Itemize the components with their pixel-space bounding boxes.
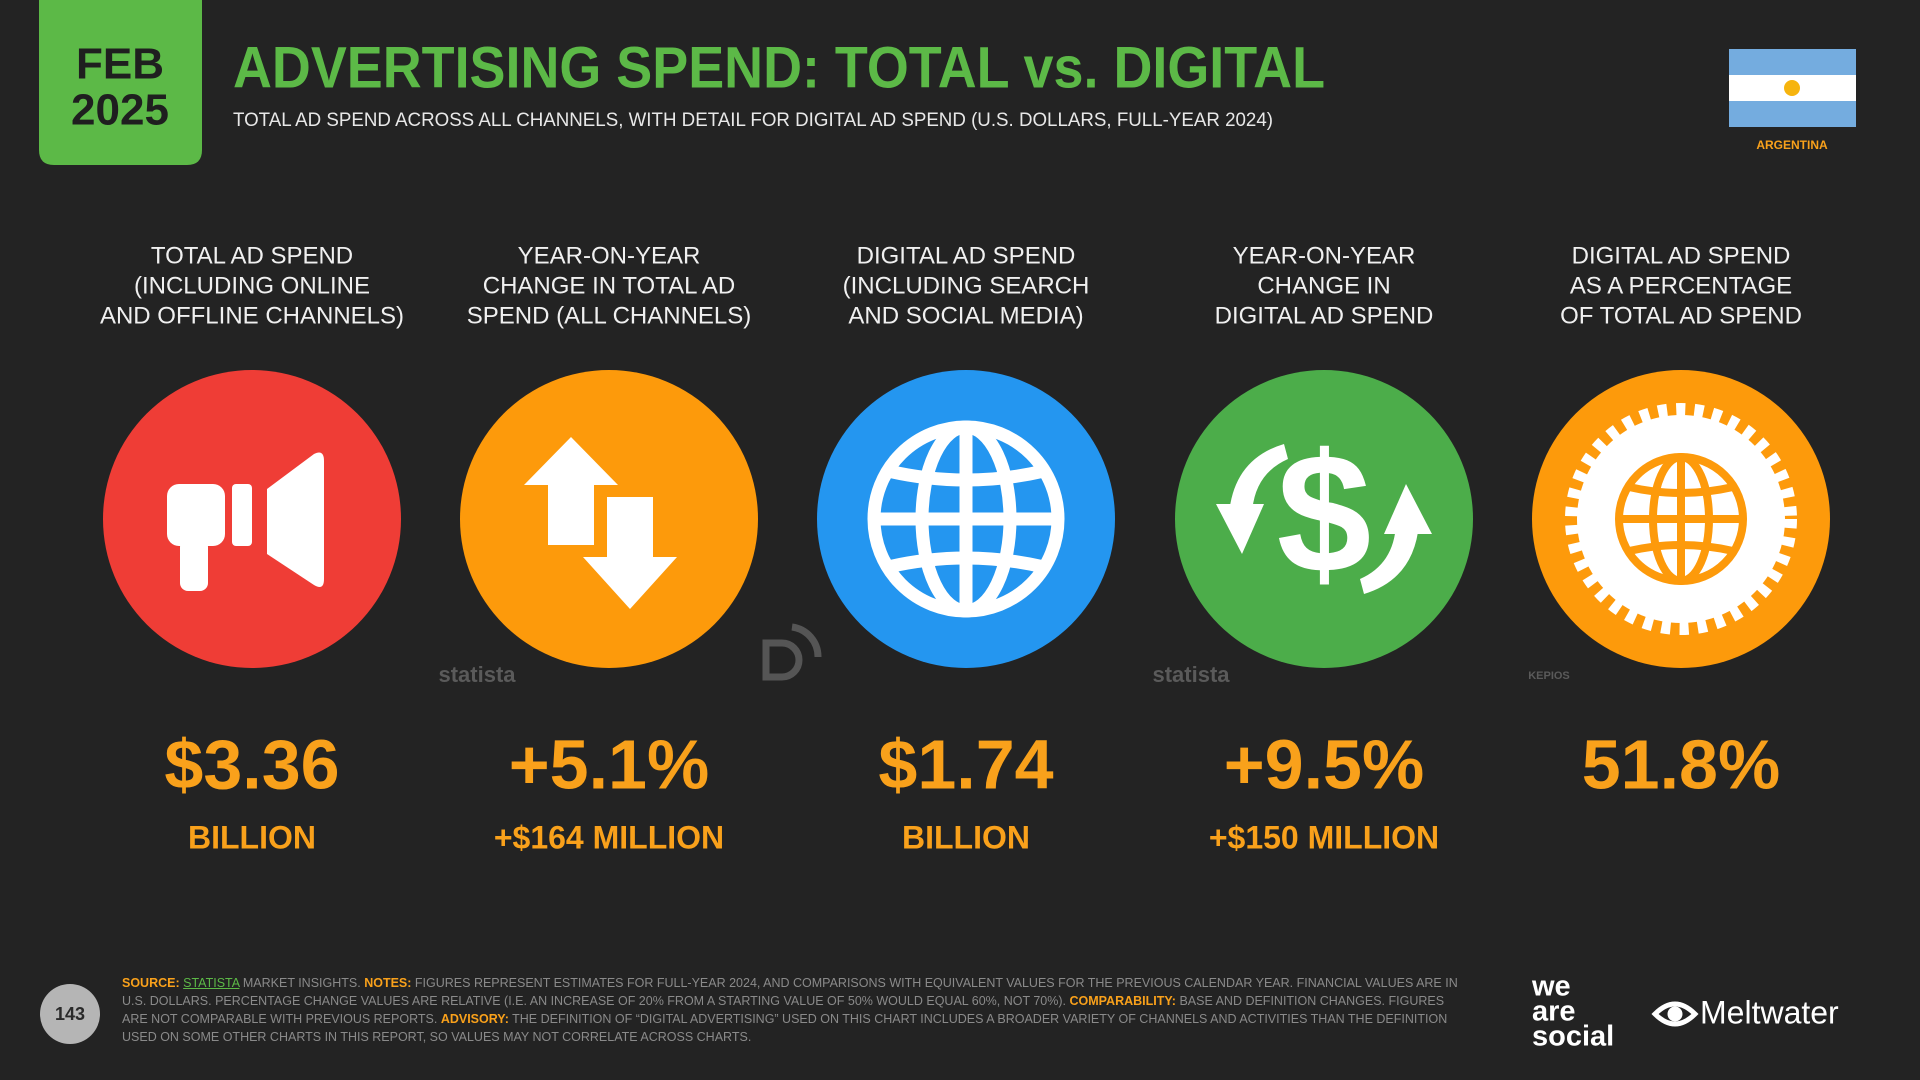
value: $1.74 [878,725,1053,803]
brand-word: are [1532,996,1576,1028]
value-unit: +$150 MILLION [1209,819,1439,855]
datareportal-logo [762,623,822,681]
column-header: AND OFFLINE CHANNELS) [100,302,404,329]
date-badge [39,0,202,165]
column-header: (INCLUDING ONLINE [134,272,370,299]
column-header: OF TOTAL AD SPEND [1560,302,1802,329]
footnote: SOURCE: STATISTA MARKET INSIGHTS. NOTES:… [122,974,1472,1046]
icon-circle [1175,370,1473,668]
value: +5.1% [509,725,709,803]
source-logo: statista [1152,662,1230,687]
note-text: BASE AND DEFINITION CHANGES. FIGURES ARE… [122,994,1445,1026]
megaphone-icon [167,452,324,591]
column-header: TOTAL AD SPEND [151,242,353,269]
badge-globe-icon [1565,403,1797,635]
value: $3.36 [164,725,339,803]
column-header: YEAR-ON-YEAR [1233,242,1416,269]
flag [1729,49,1856,127]
column-header: CHANGE IN [1257,272,1390,299]
value-unit: +$164 MILLION [494,819,724,855]
brand-word: social [1532,1021,1614,1053]
dollar-icon: $ [1216,419,1432,609]
value: 51.8% [1582,725,1780,803]
country: ARGENTINA [1756,138,1828,152]
note-link[interactable]: STATISTA [183,976,240,990]
note-text: THE DEFINITION OF “DIGITAL ADVERTISING” … [122,1012,1448,1044]
column-header: YEAR-ON-YEAR [518,242,701,269]
column-header: CHANGE IN TOTAL AD [483,272,736,299]
globe-icon [867,420,1065,618]
source-logo: KEPIOS [1528,670,1570,682]
meltwater-mark [1651,1001,1699,1027]
title: ADVERTISING SPEND: TOTAL vs. DIGITAL [233,35,1325,100]
page-number-circle [40,984,100,1044]
column-header: DIGITAL AD SPEND [1572,242,1791,269]
page-number: 143 [55,1004,85,1024]
note-text: FIGURES REPRESENT ESTIMATES FOR FULL-YEA… [122,976,1458,1008]
note-label: ADVISORY: [440,1012,509,1026]
value-unit: BILLION [902,819,1030,855]
note-label: COMPARABILITY: [1069,994,1176,1008]
note-label: SOURCE: [122,976,180,990]
column-header: AND SOCIAL MEDIA) [848,302,1083,329]
source-logo: statista [438,662,516,687]
badge-month: FEB [76,40,164,89]
column-header: SPEND (ALL CHANNELS) [467,302,752,329]
note-text: MARKET INSIGHTS. [239,976,365,990]
column-header: (INCLUDING SEARCH [843,272,1090,299]
arrows-icon [524,437,677,609]
brand-meltwater: Meltwater [1700,994,1839,1030]
value-unit: BILLION [188,819,316,855]
brand-word: we [1531,971,1571,1003]
column-header: DIGITAL AD SPEND [1215,302,1434,329]
column-header: AS A PERCENTAGE [1570,272,1792,299]
svg-text:$: $ [1277,419,1372,609]
value: +9.5% [1224,725,1424,803]
note-label: NOTES: [364,976,412,990]
badge-year: 2025 [71,86,169,135]
subtitle: TOTAL AD SPEND ACROSS ALL CHANNELS, WITH… [233,110,1273,131]
column-header: DIGITAL AD SPEND [857,242,1076,269]
